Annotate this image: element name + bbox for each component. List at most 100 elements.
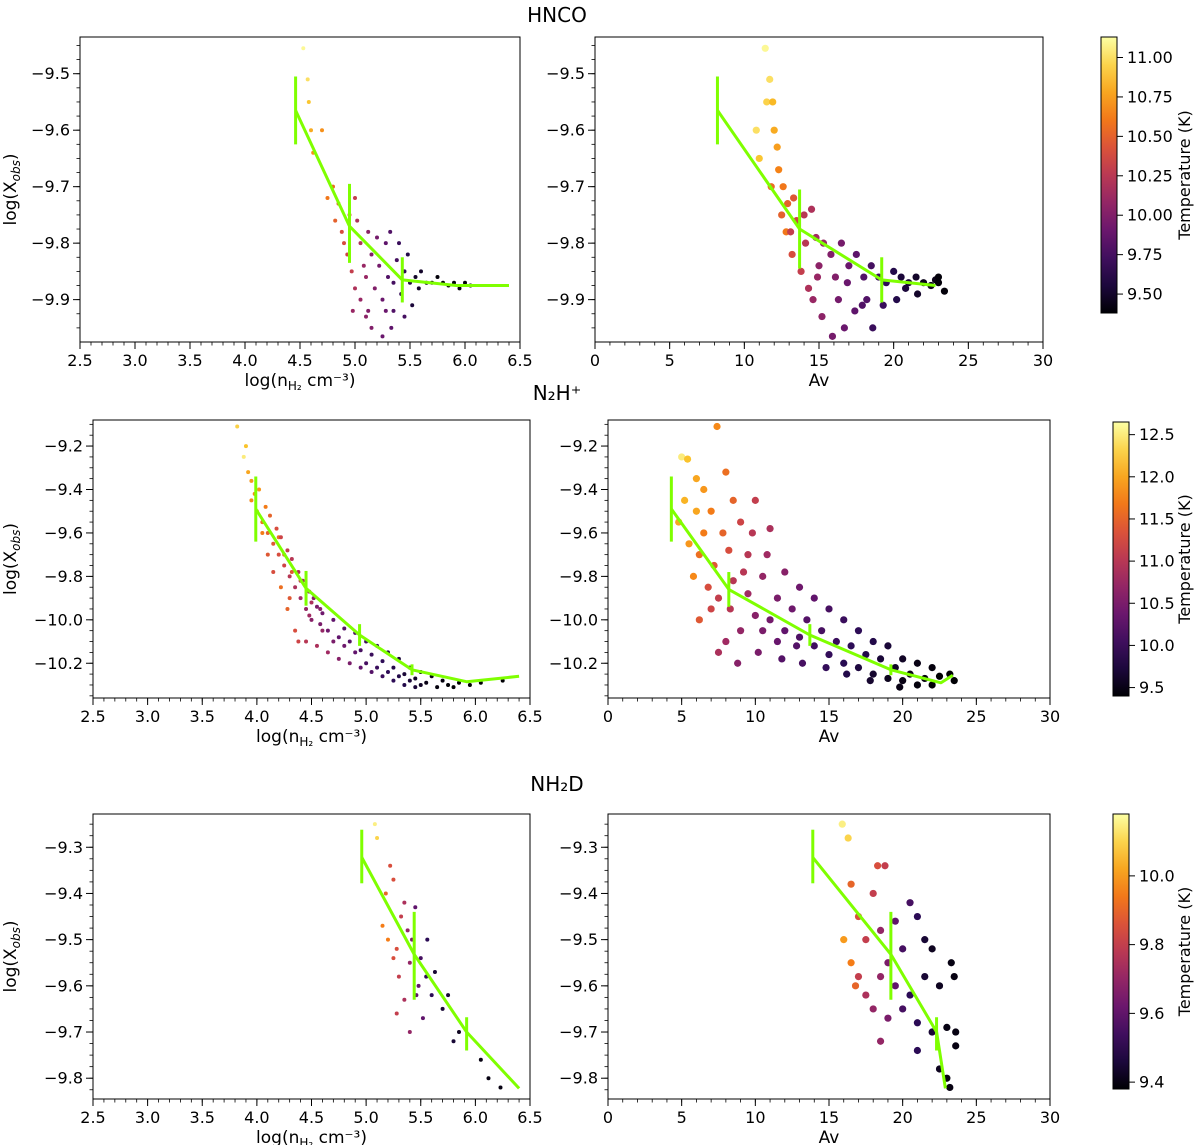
scatter-point	[884, 674, 892, 683]
scatter-point	[876, 926, 885, 935]
scatter-point	[339, 229, 344, 234]
colorbar-tick-label: 10.50	[1127, 127, 1173, 146]
scatter-point	[899, 677, 907, 685]
x-tick-label: 0	[603, 1108, 613, 1127]
row-title-nh2d: NH₂D	[530, 772, 583, 796]
x-tick-label: 4.5	[287, 351, 312, 370]
scatter-point	[707, 605, 715, 613]
scatter-point	[440, 678, 445, 683]
y-axis-label: log(Xobs)	[1, 920, 23, 992]
scatter-point	[405, 928, 410, 933]
scatter-point	[407, 960, 412, 965]
scatter-point	[418, 956, 423, 961]
scatter-point	[752, 126, 760, 134]
x-axis-label-sub: H₂	[299, 1136, 313, 1145]
scatter-point	[355, 218, 360, 223]
scatter-point	[274, 526, 279, 531]
scatter-point	[863, 296, 871, 304]
y-tick-label: −9.8	[546, 234, 585, 253]
scatter-point	[866, 677, 874, 685]
x-tick-label: 4.0	[244, 1108, 269, 1127]
scatter-point	[832, 637, 840, 646]
y-tick-label: −9.4	[44, 884, 83, 903]
scatter-point	[831, 273, 840, 281]
y-tick-label: −10.2	[34, 654, 83, 673]
x-tick-label: 10	[745, 1108, 765, 1127]
x-tick-label: 25	[966, 707, 986, 726]
scatter-point	[952, 1042, 960, 1050]
scatter-point	[372, 822, 377, 827]
scatter-point	[419, 269, 423, 274]
scatter-point	[235, 424, 240, 429]
scatter-point	[810, 642, 818, 650]
scatter-point	[391, 665, 396, 670]
scatter-point	[305, 77, 310, 82]
y-tick-label: −9.8	[31, 234, 70, 253]
y-tick-label: −9.2	[559, 437, 598, 456]
scatter-point	[383, 308, 388, 313]
scatter-point	[446, 682, 451, 687]
scatter-point	[838, 820, 846, 828]
scatter-point	[241, 454, 246, 459]
scatter-point	[769, 98, 777, 106]
scatter-point	[751, 611, 759, 620]
scatter-point	[825, 650, 833, 659]
scatter-point	[798, 659, 807, 667]
scatter-point	[827, 250, 835, 259]
y-tick-label: −9.6	[559, 523, 598, 542]
scatter-point	[800, 211, 808, 219]
scatter-point	[840, 324, 848, 332]
scatter-point	[314, 604, 319, 609]
scatter-point	[678, 453, 686, 461]
scatter-point	[759, 627, 767, 635]
scatter-point	[265, 552, 270, 557]
scatter-point	[862, 650, 870, 659]
scatter-point	[726, 605, 734, 613]
scatter-point	[358, 297, 363, 302]
scatter-point	[402, 682, 407, 687]
colorbar-tick-label: 11.5	[1139, 509, 1175, 528]
scatter-point	[331, 617, 336, 622]
scatter-point	[282, 563, 287, 568]
scatter-point	[943, 1023, 951, 1032]
scatter-point	[884, 642, 892, 650]
scatter-point	[347, 639, 352, 644]
y-axis-label-sub: obs	[9, 160, 23, 181]
panel-nh2d-av: 0 5 10 15 20 25 30 −9.3 −9.4 −9.5 −9.6 −9.7 −9.8 Av	[559, 813, 1060, 1145]
scatter-point	[375, 235, 379, 240]
scatter-point	[318, 622, 323, 627]
x-axis-label: Av	[819, 727, 840, 747]
scatter-point	[700, 485, 708, 494]
scatter-point	[773, 594, 782, 602]
scatter-point	[874, 862, 882, 870]
scatter-point	[845, 262, 853, 270]
scatter-point	[243, 444, 248, 449]
scatter-point	[369, 325, 374, 330]
scatter-point	[375, 836, 380, 841]
scatter-point	[407, 678, 412, 683]
y-tick-label: −9.8	[44, 567, 83, 586]
scatter-point	[692, 475, 701, 483]
scatter-point	[380, 297, 385, 302]
x-tick-label: 15	[819, 1108, 839, 1127]
scatter-point	[293, 628, 298, 633]
scatter-point	[364, 314, 368, 319]
x-tick-label: 15	[809, 351, 829, 370]
panel-n2h-density: 2.5 3.0 3.5 4.0 4.5 5.0 5.5 6.0 6.5 −9.2 −9.4 −9.6 −…	[1, 419, 543, 749]
y-tick-label: −9.5	[559, 930, 598, 949]
y-tick-label: −9.5	[546, 64, 585, 83]
scatter-point	[869, 1005, 877, 1013]
scatter-point	[751, 496, 759, 504]
scatter-point	[309, 617, 314, 622]
trend-line	[811, 856, 947, 1089]
x-axis-label-main: Av	[809, 371, 830, 391]
scatter-point	[807, 205, 816, 213]
x-tick-label: 2.5	[80, 1108, 105, 1127]
y-tick-label: −9.3	[44, 838, 83, 857]
y-axis-label-sub: obs	[9, 530, 23, 551]
scatter-point	[739, 568, 748, 576]
scatter-point	[879, 301, 887, 309]
scatter-point	[803, 616, 811, 624]
colorbar-tick-label: 9.50	[1127, 285, 1163, 304]
